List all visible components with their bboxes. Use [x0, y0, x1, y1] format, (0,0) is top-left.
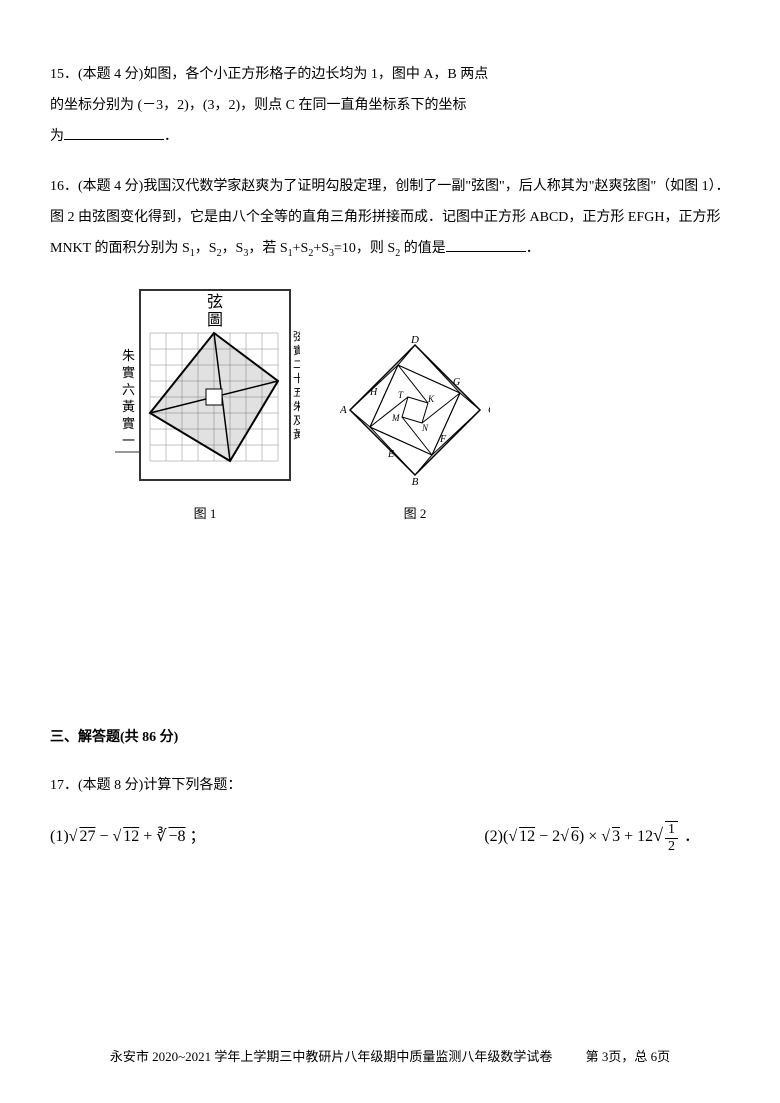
figure-1-caption: 图 1: [110, 502, 300, 525]
svg-text:T: T: [398, 390, 404, 400]
section-3-header: 三、解答题(共 86 分): [50, 725, 730, 750]
svg-text:E: E: [387, 449, 394, 460]
question-17: 17．(本题 8 分)计算下列各题： (1)√27 − √12 + ∛−8 ； …: [50, 771, 730, 856]
svg-text:十: 十: [293, 371, 300, 385]
figure-1-block: 弦 圖: [110, 285, 300, 526]
q17-expr-1: (1)√27 − √12 + ∛−8 ；: [50, 819, 206, 854]
question-15: 15．(本题 4 分)如图，各个小正方形格子的边长均为 1，图中 A，B 两点 …: [50, 60, 730, 152]
q15-line3: 为．: [50, 122, 730, 153]
svg-text:弦: 弦: [293, 329, 300, 343]
figure-2-svg: D C B A H G F E T K N M: [340, 335, 490, 485]
svg-text:N: N: [421, 423, 429, 433]
q15-line1: 15．(本题 4 分)如图，各个小正方形格子的边长均为 1，图中 A，B 两点: [50, 60, 730, 91]
svg-text:M: M: [391, 413, 400, 423]
q15-line2: 的坐标分别为 (－3，2)，(3，2)，则点 C 在同一直角坐标系下的坐标: [50, 91, 730, 122]
q17-expr-2: (2)(√12 − 2√6) × √3 + 12√12 ．: [484, 816, 700, 856]
svg-text:朱: 朱: [293, 400, 300, 413]
page-footer: 永安市 2020~2021 学年上学期三中教研片八年级期中质量监测八年级数学试卷…: [0, 1045, 780, 1068]
svg-text:黃: 黃: [122, 399, 135, 414]
figure-1-svg: 弦 圖: [110, 285, 300, 485]
figure-2-caption: 图 2: [340, 502, 490, 525]
answer-blank-16: [446, 237, 526, 252]
q17-expressions: (1)√27 − √12 + ∛−8 ； (2)(√12 − 2√6) × √3…: [50, 816, 730, 856]
answer-blank-15: [64, 125, 164, 140]
svg-text:朱: 朱: [122, 348, 135, 363]
svg-text:K: K: [427, 394, 435, 404]
fig1-title-text: 弦: [207, 293, 223, 311]
svg-text:B: B: [412, 476, 419, 485]
svg-text:黃: 黃: [293, 428, 300, 441]
svg-text:實: 實: [293, 343, 300, 357]
svg-text:實: 實: [122, 365, 135, 380]
svg-text:二: 二: [293, 359, 300, 371]
figures-row: 弦 圖: [110, 285, 730, 526]
svg-text:D: D: [410, 335, 419, 346]
footer-page: 第 3页，总 6页: [586, 1049, 671, 1064]
svg-text:五: 五: [293, 387, 300, 399]
svg-text:G: G: [453, 377, 460, 388]
svg-text:C: C: [488, 404, 490, 416]
question-16: 16．(本题 4 分)我国汉代数学家赵爽为了证明勾股定理，创制了一副"弦图"，后…: [50, 172, 730, 264]
svg-text:六: 六: [122, 382, 135, 397]
svg-text:一: 一: [122, 433, 135, 448]
svg-text:H: H: [369, 387, 378, 398]
svg-text:實: 實: [122, 416, 135, 431]
svg-text:F: F: [439, 434, 447, 445]
q17-text: 17．(本题 8 分)计算下列各题：: [50, 771, 730, 802]
svg-text:A: A: [340, 404, 347, 416]
footer-title: 永安市 2020~2021 学年上学期三中教研片八年级期中质量监测八年级数学试卷: [110, 1049, 553, 1064]
svg-text:及: 及: [293, 415, 300, 427]
figure-2-block: D C B A H G F E T K N M 图 2: [340, 335, 490, 526]
svg-text:圖: 圖: [207, 312, 223, 329]
